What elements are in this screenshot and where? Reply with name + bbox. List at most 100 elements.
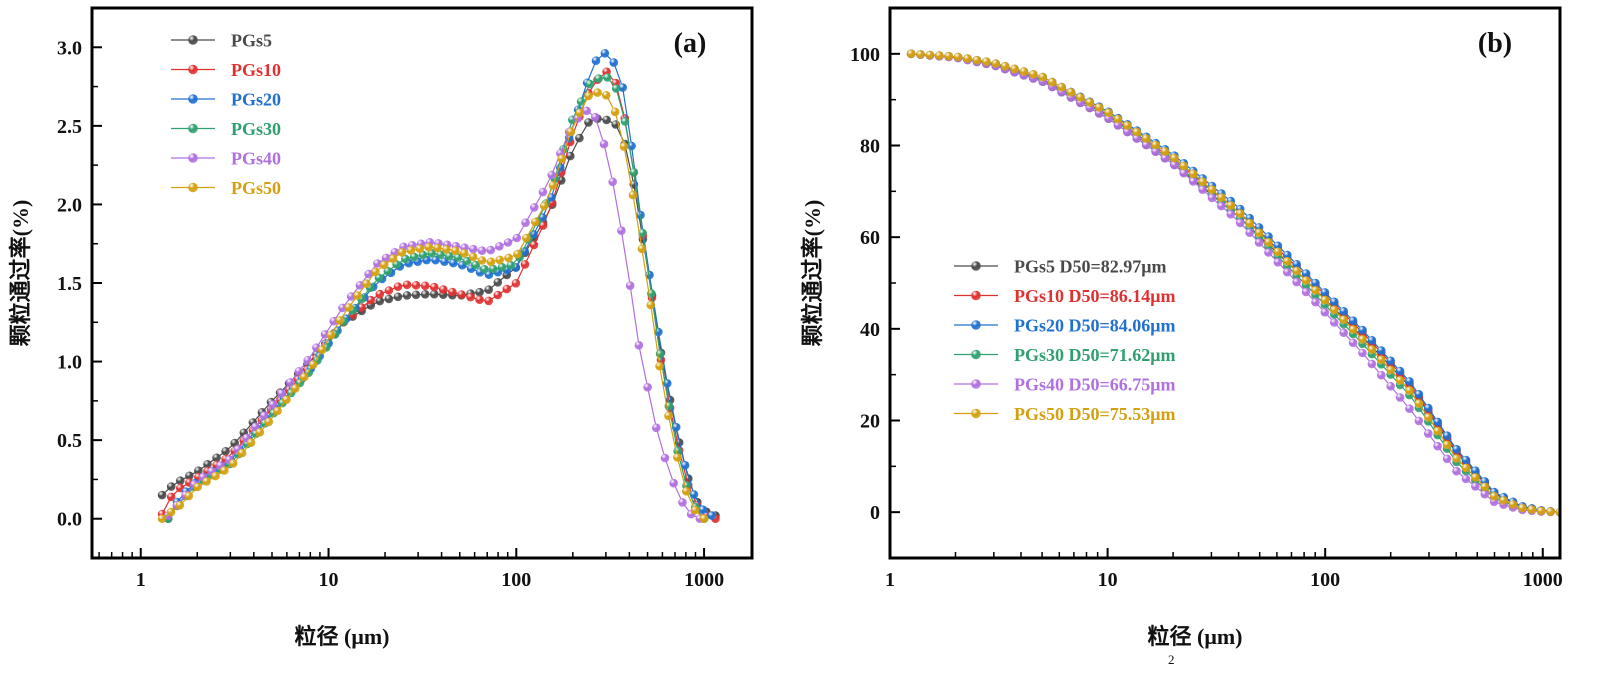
data-point <box>972 55 982 65</box>
data-point <box>698 505 708 514</box>
data-point <box>1461 474 1471 484</box>
data-point <box>1245 228 1254 237</box>
data-point <box>203 460 212 469</box>
data-point <box>1471 482 1480 491</box>
data-point <box>439 285 448 294</box>
data-point <box>1104 114 1113 123</box>
data-point <box>1442 440 1452 450</box>
x-tick-label: 10 <box>1098 569 1118 591</box>
data-point <box>1339 307 1348 316</box>
series-line-PGs40 <box>911 53 1560 513</box>
data-point <box>259 411 269 421</box>
y-tick-label: 80 <box>860 136 880 158</box>
series-PGs10 <box>906 49 1560 517</box>
data-point <box>420 281 430 291</box>
data-point <box>1226 210 1236 219</box>
data-point <box>246 438 256 448</box>
data-point <box>430 289 439 299</box>
legend: PGs5 D50=82.97μm PGs10 D50=86.14μm PGs20 D… <box>954 257 1175 424</box>
data-point <box>673 453 682 462</box>
y-tick-label: 0.0 <box>57 509 82 531</box>
data-point <box>291 384 300 393</box>
data-point <box>1245 218 1254 228</box>
data-point <box>566 151 575 161</box>
series-line-PGs10 <box>911 53 1560 513</box>
data-point <box>273 406 282 416</box>
data-point <box>445 251 454 261</box>
data-point <box>409 252 419 262</box>
y-tick-label: 1.0 <box>57 352 82 374</box>
data-point <box>1254 238 1264 247</box>
data-point <box>1226 201 1236 210</box>
data-point <box>1235 218 1245 228</box>
series-PGs40 <box>163 106 705 523</box>
legend-marker <box>971 349 981 360</box>
data-point <box>547 170 556 180</box>
legend-label: PGs10 D50=86.14μm <box>1014 286 1175 306</box>
data-point <box>388 254 398 263</box>
data-point <box>237 448 247 458</box>
x-tick-label: 1000 <box>1523 569 1563 591</box>
legend-marker <box>971 320 981 330</box>
data-point <box>1395 366 1405 376</box>
data-point <box>1499 496 1508 505</box>
data-point <box>594 74 603 83</box>
data-point <box>1198 177 1207 187</box>
data-point <box>1367 345 1377 354</box>
data-point <box>1301 287 1311 297</box>
data-point <box>599 139 609 149</box>
y-tick-label: 0.5 <box>57 430 82 452</box>
data-point <box>1405 386 1414 395</box>
data-point <box>1508 500 1518 509</box>
data-point <box>645 270 654 280</box>
data-point <box>326 330 336 340</box>
data-point <box>1546 507 1555 516</box>
x-tick-label: 100 <box>501 569 531 591</box>
data-point <box>991 59 1000 68</box>
data-point <box>585 79 595 89</box>
data-point <box>511 279 521 288</box>
legend-item-PGs30: PGs30 D50=71.62μm <box>954 345 1175 365</box>
data-point <box>1141 140 1151 150</box>
data-point <box>1348 338 1358 348</box>
data-point <box>486 257 496 267</box>
series-PGs20 <box>906 49 1560 517</box>
data-point <box>1433 417 1442 427</box>
data-point <box>1273 247 1283 257</box>
data-point <box>638 228 647 238</box>
data-point <box>1188 169 1198 179</box>
y-tick-label: 0 <box>870 502 880 524</box>
data-point <box>618 83 627 92</box>
legend-marker <box>188 35 198 45</box>
data-point <box>1198 185 1207 194</box>
data-point <box>557 154 567 163</box>
series-line-PGs20 <box>911 53 1560 513</box>
data-point <box>442 245 451 254</box>
x-tick-label: 1000 <box>684 569 724 591</box>
data-point <box>576 97 586 106</box>
data-point <box>625 281 635 291</box>
data-point <box>493 278 503 287</box>
stray-mark: 2 <box>1168 652 1175 667</box>
data-point <box>157 490 167 500</box>
data-point <box>480 264 489 274</box>
legend-label: PGs10 <box>231 60 281 80</box>
data-point <box>277 389 286 398</box>
data-point <box>493 290 503 300</box>
data-point <box>212 453 221 463</box>
data-point <box>1480 482 1490 492</box>
legend-marker <box>188 182 198 193</box>
y-axis-title: 颗粒通过率(%) <box>8 200 33 347</box>
data-point <box>255 428 265 437</box>
data-point <box>357 303 367 312</box>
data-point <box>699 514 709 523</box>
data-point <box>308 360 318 370</box>
x-axis-title: 粒径 (μm) <box>1148 624 1243 649</box>
data-point <box>379 260 389 270</box>
data-point <box>1104 108 1113 117</box>
data-point <box>436 250 445 259</box>
x-axis-title: 粒径 (μm) <box>295 624 390 649</box>
data-point <box>1113 121 1123 130</box>
data-point <box>497 262 507 272</box>
data-point <box>1132 127 1142 137</box>
